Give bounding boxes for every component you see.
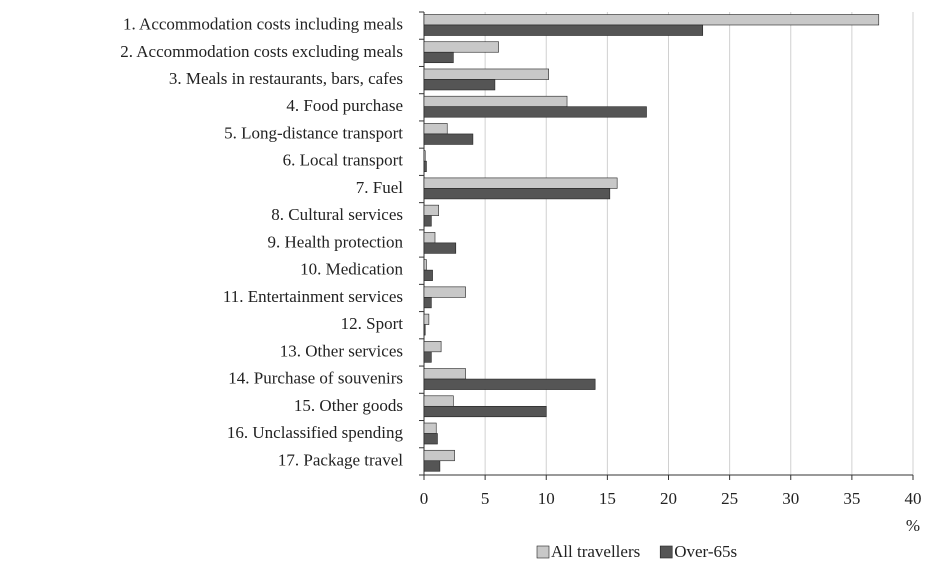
y-tick-label: 7. Fuel — [356, 178, 404, 197]
bar — [423, 422, 437, 434]
x-tick-label: 40 — [905, 489, 922, 508]
x-tick-label: 30 — [782, 489, 799, 508]
bar — [423, 351, 432, 363]
bar — [423, 106, 647, 118]
y-tick-label: 12. Sport — [341, 314, 404, 333]
legend-label: All travellers — [551, 542, 640, 561]
x-tick-label: 0 — [420, 489, 429, 508]
y-tick-label: 6. Local transport — [283, 151, 404, 170]
x-tick-label: 10 — [538, 489, 555, 508]
y-tick-label: 3. Meals in restaurants, bars, cafes — [169, 69, 403, 88]
bar — [423, 215, 432, 227]
x-tick-label: 5 — [481, 489, 490, 508]
y-tick-label: 13. Other services — [280, 341, 403, 360]
legend-label: Over-65s — [674, 542, 737, 561]
bar — [423, 133, 474, 145]
y-tick-label: 4. Food purchase — [286, 96, 403, 115]
bar — [423, 242, 457, 254]
legend-swatch — [536, 545, 550, 559]
bar — [423, 405, 547, 418]
y-tick-label: 11. Entertainment services — [223, 287, 403, 306]
bar — [423, 395, 454, 407]
y-tick-label: 15. Other goods — [294, 396, 403, 415]
bar — [423, 460, 441, 472]
bar — [423, 232, 436, 244]
bar — [423, 14, 880, 26]
bar — [423, 286, 466, 298]
y-tick-label: 17. Package travel — [278, 450, 403, 469]
bar — [423, 324, 426, 336]
bar — [423, 79, 496, 91]
bar — [423, 378, 596, 390]
y-tick-label: 8. Cultural services — [271, 205, 403, 224]
x-tick-label: 35 — [843, 489, 860, 508]
bar — [423, 341, 442, 353]
bar — [423, 204, 439, 216]
x-tick-label: 25 — [721, 489, 738, 508]
y-tick-label: 5. Long-distance transport — [224, 123, 403, 142]
y-tick-label: 10. Medication — [300, 260, 403, 279]
bar — [423, 297, 432, 309]
bar — [423, 188, 611, 200]
bar — [423, 269, 433, 281]
bar — [423, 259, 427, 271]
bar — [423, 160, 427, 172]
bar — [423, 95, 568, 108]
bar — [423, 368, 466, 380]
x-axis-label: % — [906, 516, 920, 535]
bar — [423, 24, 704, 36]
bar — [423, 123, 448, 135]
legend-swatch — [659, 545, 673, 559]
bar — [423, 313, 430, 325]
bar — [423, 433, 438, 445]
bar — [423, 177, 618, 189]
bar — [423, 68, 549, 80]
y-tick-label: 9. Health protection — [268, 232, 404, 251]
bar — [423, 449, 455, 462]
y-tick-label: 14. Purchase of souvenirs — [228, 369, 403, 388]
bar — [423, 51, 454, 64]
x-tick-label: 15 — [599, 489, 616, 508]
x-tick-label: 20 — [660, 489, 677, 508]
bar — [423, 150, 426, 162]
bar — [423, 41, 499, 53]
y-tick-label: 2. Accommodation costs excluding meals — [120, 42, 403, 61]
y-tick-label: 16. Unclassified spending — [227, 423, 404, 442]
y-tick-label: 1. Accommodation costs including meals — [123, 15, 403, 34]
